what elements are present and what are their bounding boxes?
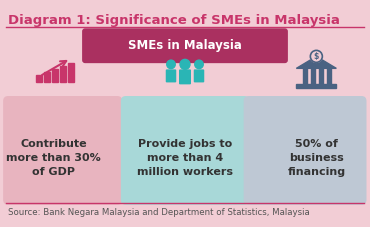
Bar: [36, 75, 42, 82]
Text: SMEs in Malaysia: SMEs in Malaysia: [128, 39, 242, 52]
FancyBboxPatch shape: [121, 96, 249, 205]
Bar: [319, 68, 323, 84]
FancyBboxPatch shape: [194, 69, 204, 82]
Text: 50% of
business
financing: 50% of business financing: [287, 138, 346, 177]
FancyBboxPatch shape: [3, 96, 122, 205]
Bar: [303, 68, 307, 84]
Bar: [327, 68, 332, 84]
FancyBboxPatch shape: [82, 28, 288, 63]
Polygon shape: [296, 56, 336, 68]
Circle shape: [310, 50, 322, 62]
Text: Contribute
more than 30%
of GDP: Contribute more than 30% of GDP: [6, 138, 101, 177]
Text: $: $: [314, 52, 319, 61]
FancyBboxPatch shape: [166, 69, 176, 82]
Bar: [60, 66, 65, 82]
Bar: [52, 69, 58, 82]
Circle shape: [180, 59, 190, 69]
Bar: [311, 68, 315, 84]
FancyBboxPatch shape: [179, 69, 191, 84]
Bar: [44, 72, 50, 82]
Bar: [68, 63, 74, 82]
Circle shape: [167, 60, 175, 69]
Text: Provide jobs to
more than 4
million workers: Provide jobs to more than 4 million work…: [137, 138, 233, 177]
Bar: [296, 84, 336, 88]
Circle shape: [195, 60, 203, 69]
Text: Source: Bank Negara Malaysia and Department of Statistics, Malaysia: Source: Bank Negara Malaysia and Departm…: [8, 208, 310, 217]
FancyBboxPatch shape: [243, 96, 367, 205]
Text: Diagram 1: Significance of SMEs in Malaysia: Diagram 1: Significance of SMEs in Malay…: [8, 14, 340, 27]
